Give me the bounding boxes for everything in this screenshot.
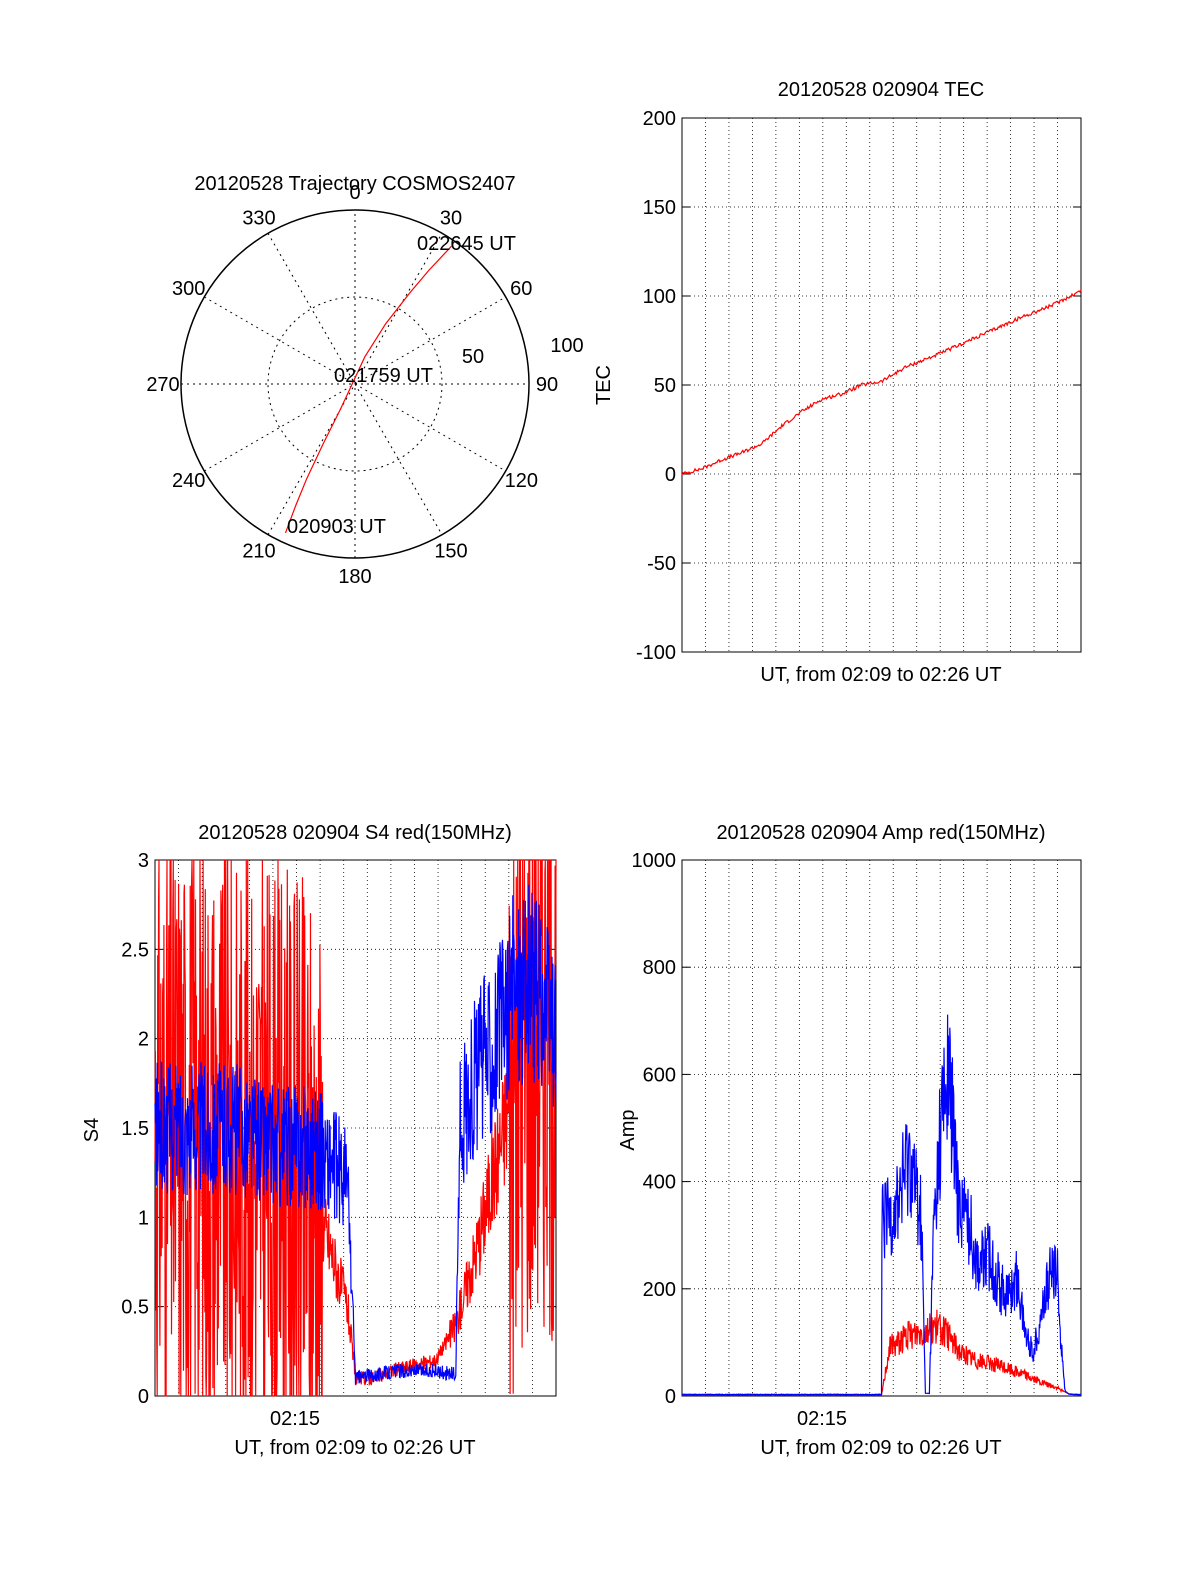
polar-inner-circle xyxy=(267,296,443,472)
polar-panel: 20120528 Trajectory COSMOS2407 0 30 60 90 12… xyxy=(146,173,583,588)
s4-xlabel: UT, from 02:09 to 02:26 UT xyxy=(234,1437,475,1459)
amp-ytick-label: 0 xyxy=(665,1386,676,1408)
amp-grid xyxy=(682,860,1081,1396)
s4-ytick-label: 2.5 xyxy=(121,939,149,961)
polar-track-line xyxy=(284,245,452,534)
amp-xtick-label: 02:15 xyxy=(797,1408,847,1430)
amp-title: 20120528 020904 Amp red(150MHz) xyxy=(716,822,1045,844)
polar-azimuth-label: 300 xyxy=(172,278,205,300)
amp-ylabel: Amp xyxy=(617,1109,639,1150)
amp-panel: 20120528 020904 Amp red(150MHz) 1000 800 6… xyxy=(617,822,1082,1459)
tec-ytick-label: -100 xyxy=(636,642,676,664)
polar-azimuth-label: 150 xyxy=(434,540,467,562)
s4-xtick-label: 02:15 xyxy=(270,1408,320,1430)
tec-title: 20120528 020904 TEC xyxy=(778,79,984,101)
polar-annotation-mid: 021759 UT xyxy=(334,365,433,387)
tec-ytick-label: -50 xyxy=(647,553,676,575)
polar-azimuth-label: 90 xyxy=(536,374,558,396)
polar-azimuth-label: 30 xyxy=(440,208,462,230)
s4-ytick-label: 0.5 xyxy=(121,1297,149,1319)
tec-yticks: 200 150 100 50 0 -50 -100 xyxy=(636,108,1081,664)
tec-panel: 20120528 020904 TEC 200150100500-50-100 … xyxy=(593,79,1082,686)
tec-ytick-label: 150 xyxy=(643,197,676,219)
tec-ytick-label: 0 xyxy=(665,464,676,486)
polar-azimuth-label: 210 xyxy=(242,540,275,562)
polar-azimuth-labels: 0 30 60 90 120 150 180 210 240 270 300 330 xyxy=(146,182,558,588)
s4-ytick-label: 1.5 xyxy=(121,1118,149,1140)
amp-ytick-label: 1000 xyxy=(632,850,677,872)
amp-ytick-label: 600 xyxy=(643,1064,676,1086)
amp-series-blue xyxy=(681,1014,1081,1396)
polar-azimuth-label: 330 xyxy=(242,208,275,230)
polar-annotation-start: 020903 UT xyxy=(287,516,386,538)
tec-grid xyxy=(682,118,1081,652)
s4-yticks: 3 2.5 2 1.5 1 0.5 0 xyxy=(121,850,556,1408)
polar-annotation-end: 022645 UT xyxy=(417,233,516,255)
polar-title: 20120528 Trajectory COSMOS2407 xyxy=(194,173,515,195)
tec-ytick-label: 200 xyxy=(643,108,676,130)
polar-azimuth-label: 240 xyxy=(172,470,205,492)
polar-azimuth-label: 60 xyxy=(510,278,532,300)
amp-plot-frame xyxy=(681,859,1082,1397)
s4-ytick-label: 0 xyxy=(138,1386,149,1408)
tec-ytick-label: 100 xyxy=(643,286,676,308)
amp-ytick-label: 400 xyxy=(643,1172,676,1194)
amp-yticks: 1000 800 600 400 200 0 xyxy=(632,850,1081,1408)
polar-azimuth-label: 270 xyxy=(146,374,179,396)
polar-azimuth-label: 120 xyxy=(505,470,538,492)
polar-azimuth-label: 180 xyxy=(338,566,371,588)
tec-plot-frame xyxy=(681,117,1082,653)
tec-series-red xyxy=(681,289,1082,476)
s4-series-blue xyxy=(154,884,557,1385)
s4-ytick-label: 3 xyxy=(138,850,149,872)
tec-xlabel: UT, from 02:09 to 02:26 UT xyxy=(760,664,1001,686)
amp-xlabel: UT, from 02:09 to 02:26 UT xyxy=(760,1437,1001,1459)
polar-spokes xyxy=(181,210,529,558)
s4-title: 20120528 020904 S4 red(150MHz) xyxy=(198,822,512,844)
amp-ytick-label: 800 xyxy=(643,957,676,979)
s4-ytick-label: 2 xyxy=(138,1029,149,1051)
s4-panel: 20120528 020904 S4 red(150MHz) 3 2.5 2 1.5 1… xyxy=(81,822,557,1459)
polar-radial-label-100: 100 xyxy=(550,335,583,357)
polar-radial-label-50: 50 xyxy=(462,346,484,368)
s4-ylabel: S4 xyxy=(81,1118,103,1142)
amp-ytick-label: 200 xyxy=(643,1279,676,1301)
tec-ytick-label: 50 xyxy=(654,375,676,397)
s4-ytick-label: 1 xyxy=(138,1207,149,1229)
tec-ylabel: TEC xyxy=(593,365,615,405)
polar-spoke-150 xyxy=(267,233,443,535)
polar-azimuth-label: 0 xyxy=(349,182,360,204)
